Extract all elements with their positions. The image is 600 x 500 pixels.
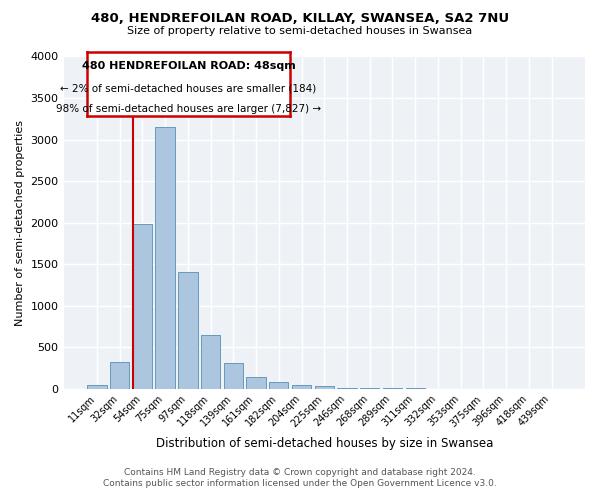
Bar	[201, 335, 220, 389]
Bar	[133, 224, 152, 389]
Text: Contains HM Land Registry data © Crown copyright and database right 2024.
Contai: Contains HM Land Registry data © Crown c…	[103, 468, 497, 487]
X-axis label: Distribution of semi-detached houses by size in Swansea: Distribution of semi-detached houses by …	[155, 437, 493, 450]
Bar	[247, 377, 266, 389]
Text: ← 2% of semi-detached houses are smaller (184): ← 2% of semi-detached houses are smaller…	[60, 83, 317, 93]
Text: 98% of semi-detached houses are larger (7,827) →: 98% of semi-detached houses are larger (…	[56, 104, 321, 114]
Text: 480, HENDREFOILAN ROAD, KILLAY, SWANSEA, SA2 7NU: 480, HENDREFOILAN ROAD, KILLAY, SWANSEA,…	[91, 12, 509, 26]
Bar	[155, 127, 175, 389]
Bar	[292, 384, 311, 389]
Bar	[178, 272, 197, 389]
Bar	[110, 362, 130, 389]
Bar	[87, 384, 107, 389]
Bar	[314, 386, 334, 389]
Text: 480 HENDREFOILAN ROAD: 48sqm: 480 HENDREFOILAN ROAD: 48sqm	[82, 62, 295, 72]
Y-axis label: Number of semi-detached properties: Number of semi-detached properties	[15, 120, 25, 326]
Text: Size of property relative to semi-detached houses in Swansea: Size of property relative to semi-detach…	[127, 26, 473, 36]
Bar	[224, 363, 243, 389]
Bar	[269, 382, 289, 389]
Bar	[337, 388, 356, 389]
